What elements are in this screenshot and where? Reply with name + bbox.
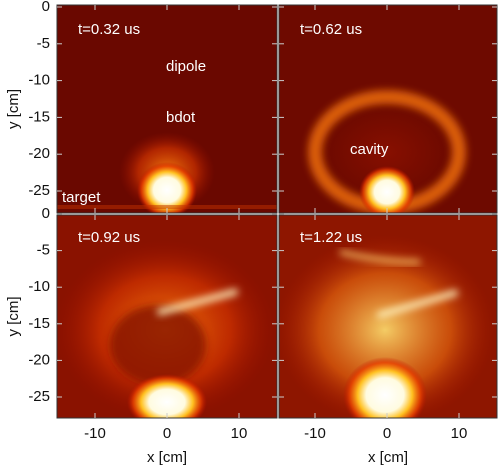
y-tick-label: -20 <box>28 145 50 162</box>
panel-image <box>57 5 277 213</box>
y-axis-label: y [cm] <box>5 89 22 129</box>
x-tick-label: 10 <box>231 425 248 442</box>
y-tick-label: -25 <box>28 182 50 199</box>
x-tick-label: 10 <box>451 425 468 442</box>
panel-image <box>57 215 277 418</box>
annotation: cavity <box>350 141 389 158</box>
y-tick-label: -20 <box>28 351 50 368</box>
y-tick-label: -5 <box>37 242 50 259</box>
x-tick-label: -10 <box>304 425 326 442</box>
y-tick-label: 0 <box>42 0 50 15</box>
x-tick-label: 0 <box>163 425 171 442</box>
time-label: t=0.62 us <box>300 21 362 38</box>
time-label: t=0.32 us <box>78 21 140 38</box>
annotation: bdot <box>166 109 196 126</box>
time-label: t=0.92 us <box>78 229 140 246</box>
panel-image <box>279 5 497 213</box>
y-axis-label: y [cm] <box>5 297 22 337</box>
y-tick-label: -10 <box>28 278 50 295</box>
time-label: t=1.22 us <box>300 229 362 246</box>
y-tick-label: -10 <box>28 72 50 89</box>
x-tick-label: -10 <box>84 425 106 442</box>
y-tick-label: -15 <box>28 315 50 332</box>
annotation: dipole <box>166 58 206 75</box>
y-tick-label: -15 <box>28 108 50 125</box>
annotation: target <box>62 189 101 206</box>
x-axis-label: x [cm] <box>368 449 408 466</box>
x-tick-label: 0 <box>383 425 391 442</box>
y-tick-label: 0 <box>42 205 50 222</box>
panel-image <box>279 215 497 418</box>
x-axis-label: x [cm] <box>147 449 187 466</box>
y-tick-label: -5 <box>37 35 50 52</box>
y-tick-label: -25 <box>28 388 50 405</box>
